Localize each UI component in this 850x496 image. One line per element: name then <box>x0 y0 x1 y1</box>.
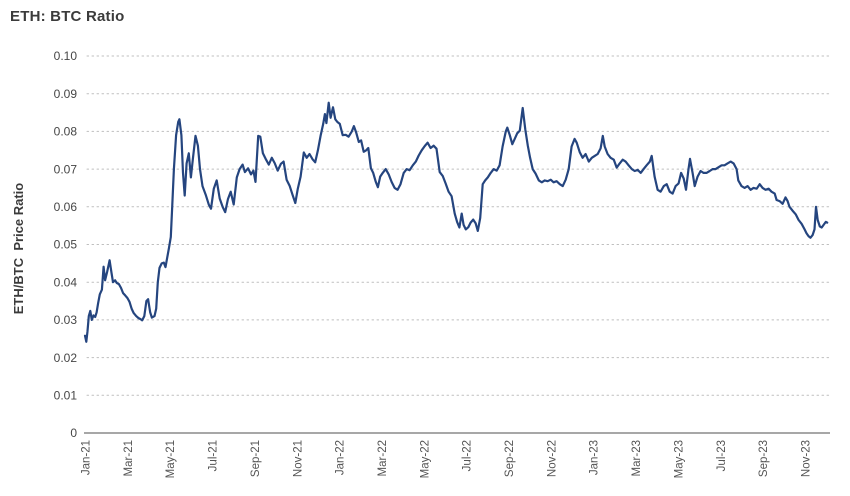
y-tick-label: 0.10 <box>54 49 78 63</box>
x-tick-label: Jan-21 <box>81 440 93 475</box>
x-tick-label: Nov-22 <box>546 440 558 477</box>
x-tick-label: Sep-21 <box>250 440 262 477</box>
y-tick-label: 0.04 <box>54 275 78 289</box>
x-tick-label: Nov-23 <box>801 440 813 477</box>
x-tick-label: May-23 <box>673 440 685 478</box>
y-tick-label: 0.09 <box>54 87 78 101</box>
x-tick-label: Sep-22 <box>504 440 516 477</box>
x-tick-label: Sep-23 <box>758 440 770 477</box>
x-tick-label: Mar-23 <box>631 440 643 476</box>
x-tick-label: Mar-22 <box>377 440 389 476</box>
x-tick-label: Jul-23 <box>716 440 728 471</box>
price-line <box>83 101 829 343</box>
y-tick-label: 0.03 <box>54 313 78 327</box>
x-tick-label: May-21 <box>165 440 177 478</box>
x-tick-label: May-22 <box>419 440 431 478</box>
y-tick-label: 0.08 <box>54 125 78 139</box>
x-tick-label: Jul-21 <box>208 440 220 471</box>
x-tick-label: Jan-23 <box>589 440 601 475</box>
x-tick-label: Mar-21 <box>123 440 135 476</box>
y-tick-label: 0.05 <box>54 238 78 252</box>
x-tick-label: Jan-22 <box>335 440 347 475</box>
chart-title: ETH: BTC Ratio <box>10 8 125 25</box>
y-tick-label: 0.06 <box>54 200 78 214</box>
y-tick-label: 0 <box>70 426 77 440</box>
x-tick-label: Jul-22 <box>462 440 474 471</box>
y-tick-label: 0.02 <box>54 351 78 365</box>
y-tick-label: 0.07 <box>54 162 78 176</box>
x-tick-label: Nov-21 <box>292 440 304 477</box>
y-tick-label: 0.01 <box>54 389 78 403</box>
